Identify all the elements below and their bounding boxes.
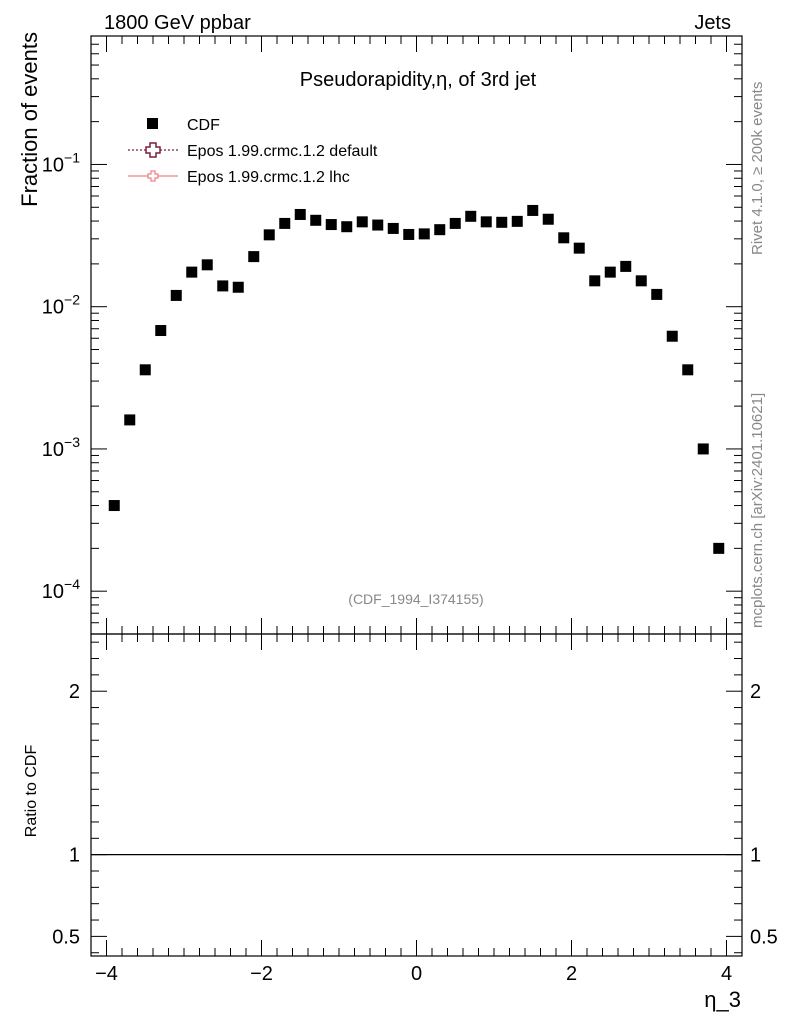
y-tick-label: 10−4 [42, 576, 80, 603]
cdf-data-point [387, 222, 399, 234]
cdf-data-point [372, 219, 384, 231]
cdf-data-point [713, 542, 725, 554]
cdf-data-point [465, 210, 477, 222]
ratio-tick-label-left: 2 [69, 681, 80, 703]
y-tick-label: 10−3 [42, 434, 80, 461]
ratio-tick-label-right: 1 [750, 845, 761, 867]
cdf-data-point [496, 216, 508, 228]
x-tick-label: 2 [566, 963, 577, 985]
cdf-data-point [201, 259, 213, 271]
cdf-data-point [325, 219, 337, 231]
cdf-data-point [542, 213, 554, 225]
ratio-y-axis-label: Ratio to CDF [23, 745, 40, 838]
cdf-data-point [403, 228, 415, 240]
cdf-data-point [294, 208, 306, 220]
cdf-data-point [449, 217, 461, 229]
cdf-data-point [651, 288, 663, 300]
cdf-data-point [279, 217, 291, 229]
mcplots-label: mcplots.cern.ch [arXiv:2401.10621] [749, 393, 766, 628]
ratio-tick-label-left: 1 [69, 845, 80, 867]
cdf-data-point [527, 204, 539, 216]
cdf-data-point [170, 289, 182, 301]
cdf-data-point [666, 330, 678, 342]
x-tick-label: −2 [250, 963, 273, 985]
legend-epos-lhc-marker [147, 170, 159, 182]
header-right-label: Jets [694, 12, 731, 34]
cdf-data-point [263, 229, 275, 241]
ratio-tick-label-right: 0.5 [750, 926, 778, 948]
rivet-version-label: Rivet 4.1.0, ≥ 200k events [749, 82, 766, 255]
ratio-tick-label-right: 2 [750, 681, 761, 703]
cdf-data-point [697, 443, 709, 455]
legend-epos-lhc-label: Epos 1.99.crmc.1.2 lhc [187, 169, 350, 186]
ratio-plot-frame [90, 633, 743, 957]
cdf-data-point [480, 216, 492, 228]
x-axis-label: η_3 [704, 987, 741, 1012]
cdf-data-point [682, 364, 694, 376]
cdf-data-point [418, 228, 430, 240]
analysis-tag: (CDF_1994_I374155) [348, 591, 483, 607]
cdf-data-point [589, 275, 601, 287]
cdf-data-point [124, 414, 136, 426]
cdf-data-point [186, 266, 198, 278]
cdf-data-point [620, 260, 632, 272]
chart-title: Pseudorapidity,η, of 3rd jet [300, 69, 537, 91]
cdf-data-point [139, 364, 151, 376]
x-tick-label: −4 [95, 963, 118, 985]
header-left-label: 1800 GeV ppbar [104, 12, 251, 34]
legend-epos-default-marker [145, 142, 161, 158]
y-axis-label: Fraction of events [17, 32, 42, 207]
cdf-data-point [248, 251, 260, 263]
x-tick-label: 0 [411, 963, 422, 985]
cdf-data-point [217, 280, 229, 292]
cdf-data-point [356, 216, 368, 228]
legend-epos-default-label: Epos 1.99.crmc.1.2 default [187, 143, 378, 160]
legend-cdf-label: CDF [187, 117, 220, 134]
x-tick-label: 4 [721, 963, 732, 985]
cdf-data-point [155, 325, 167, 337]
axis-tick-labels: −4 −2 0 2 4 10−1 10−2 10−3 10−4 2 2 1 1 0.5 0.5 [42, 149, 778, 985]
cdf-data-point [341, 221, 353, 233]
cdf-data-point [573, 242, 585, 254]
cdf-data-point [310, 214, 322, 226]
y-tick-label: 10−1 [42, 149, 80, 176]
data-points [108, 204, 725, 554]
y-tick-label: 10−2 [42, 292, 80, 319]
cdf-data-point [434, 224, 446, 236]
legend-cdf-marker [147, 118, 158, 129]
legend: CDF Epos 1.99.crmc.1.2 default Epos 1.99… [128, 117, 378, 186]
ratio-tick-label-left: 0.5 [52, 926, 80, 948]
cdf-data-point [635, 275, 647, 287]
axis-ticks [90, 35, 743, 956]
cdf-data-point [558, 232, 570, 244]
cdf-data-point [108, 500, 120, 512]
cdf-data-point [511, 215, 523, 227]
cdf-data-point [604, 266, 616, 278]
cdf-data-point [232, 281, 244, 293]
